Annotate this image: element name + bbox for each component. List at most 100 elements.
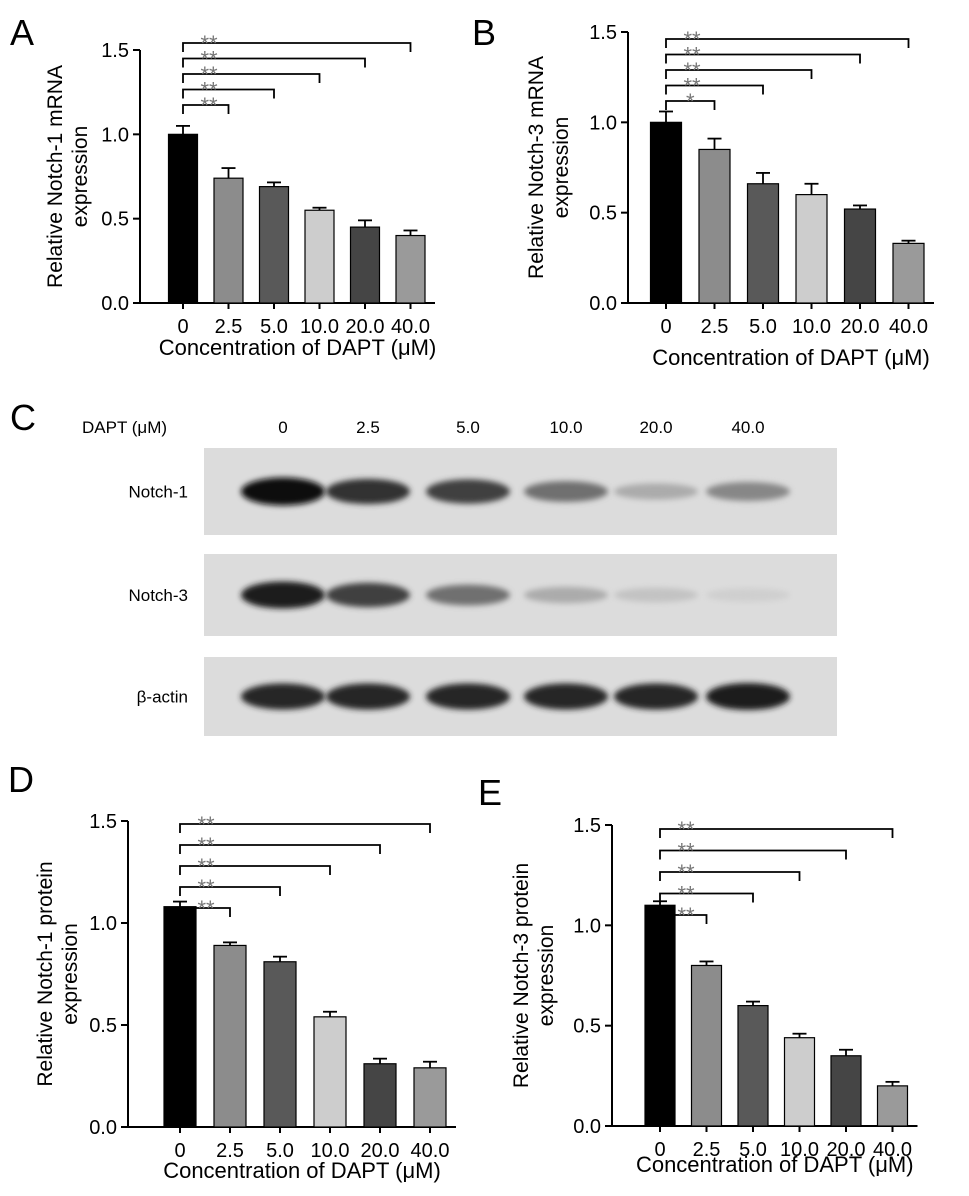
x-axis-label: Concentration of DAPT (μM) (163, 1158, 441, 1183)
x-axis-label: Concentration of DAPT (μM) (636, 1152, 914, 1177)
bar (737, 1004, 769, 1127)
blot-band (614, 683, 698, 710)
blot-band (524, 683, 608, 710)
y-tick-label: 0.0 (101, 293, 129, 315)
x-tick-label: 5.0 (749, 316, 777, 338)
significance-bracket (182, 88, 275, 99)
x-tick-label: 10.0 (300, 316, 339, 338)
significance-label: ** (683, 58, 701, 83)
y-tick-label: 1.5 (89, 811, 117, 833)
significance-label: ** (683, 43, 701, 68)
significance-bracket (665, 100, 716, 110)
y-tick-label: 0.5 (89, 1015, 117, 1037)
x-tick-label: 40.0 (889, 316, 928, 338)
x-tick-label: 2.5 (216, 1140, 244, 1162)
significance-bracket (179, 907, 231, 917)
y-tick-label: 1.5 (573, 815, 601, 837)
bar (258, 186, 290, 304)
bar (263, 961, 297, 1128)
significance-bracket (179, 886, 281, 896)
blot-header-label: DAPT (μM) (82, 418, 167, 437)
x-tick-label: 5.0 (260, 316, 288, 338)
bar (349, 226, 381, 304)
significance-label: ** (677, 817, 695, 842)
y-tick-label: 1.0 (89, 913, 117, 935)
bar (783, 1037, 816, 1127)
blot-row-label: Notch-3 (128, 586, 188, 605)
bar (649, 121, 683, 304)
bar (746, 183, 780, 304)
chart-panel-e: 0.00.51.01.50 2.5 5.0 10.0 20.0 40.0*********… (510, 815, 918, 1177)
panel-label-d: D (8, 759, 34, 800)
significance-label: ** (200, 93, 218, 118)
y-tick-label: 1.5 (101, 40, 129, 62)
x-tick-label: 40.0 (411, 1140, 450, 1162)
bar (892, 242, 925, 304)
x-tick-label: 2.5 (215, 316, 243, 338)
bar (843, 208, 877, 304)
x-tick-label: 2.5 (701, 316, 729, 338)
blot-band (241, 683, 325, 710)
x-tick-label: 0 (660, 316, 671, 338)
significance-label: ** (677, 839, 695, 864)
y-tick-label: 0.0 (89, 1117, 117, 1139)
bar (167, 133, 199, 304)
blot-band (426, 683, 510, 710)
bar (213, 177, 244, 304)
blot-band (241, 477, 325, 506)
significance-label: ** (197, 896, 215, 921)
blot-lane-label: 0 (278, 418, 287, 437)
western-blot-panel: DAPT (μM) 0 2.5 5.0 10.0 20.0 40.0 Notch-1 Not… (82, 418, 837, 736)
bar (795, 194, 828, 304)
significance-label: ** (683, 27, 701, 52)
bar (313, 1016, 347, 1128)
significance-label: ** (683, 74, 701, 99)
y-axis-label: Relative Notch-3 mRNAexpression (525, 56, 573, 279)
significance-label: ** (197, 812, 215, 837)
significance-label: * (686, 89, 695, 114)
significance-bracket (179, 865, 331, 875)
blot-band (706, 682, 790, 711)
bar (413, 1067, 447, 1128)
panel-label-e: E (478, 772, 502, 813)
panel-label-c: C (10, 397, 36, 438)
blot-band (326, 478, 410, 505)
significance-label: ** (200, 31, 218, 56)
blot-band (614, 483, 698, 500)
blot-band (326, 582, 410, 608)
blot-lane-label: 40.0 (731, 418, 764, 437)
x-axis-label: Concentration of DAPT (μM) (652, 345, 930, 370)
significance-label: ** (200, 47, 218, 72)
blot-band (706, 588, 790, 602)
significance-bracket (659, 828, 894, 838)
x-tick-label: 10.0 (311, 1140, 350, 1162)
chart-panel-a: 0.00.51.01.50 2.5 5.0 10.0 20.0 40.0*********… (44, 31, 436, 360)
significance-bracket (182, 42, 412, 52)
blot-lane-label: 20.0 (639, 418, 672, 437)
significance-label: ** (677, 860, 695, 885)
y-tick-label: 1.0 (101, 124, 129, 146)
blot-band (326, 683, 410, 710)
significance-bracket (659, 849, 847, 860)
significance-label: ** (200, 78, 218, 103)
blot-band (614, 587, 698, 603)
x-tick-label: 20.0 (361, 1140, 400, 1162)
bar (690, 964, 723, 1127)
significance-bracket (182, 104, 230, 114)
bar (876, 1085, 909, 1127)
x-tick-label: 5.0 (266, 1140, 294, 1162)
blot-lane-label: 10.0 (549, 418, 582, 437)
x-tick-label: 5.0 (739, 1139, 767, 1161)
x-tick-label: 2.5 (693, 1139, 721, 1161)
blot-band (426, 479, 510, 504)
x-tick-label: 40.0 (873, 1139, 912, 1161)
x-tick-label: 20.0 (827, 1139, 866, 1161)
significance-label: ** (197, 854, 215, 879)
x-tick-label: 10.0 (780, 1139, 819, 1161)
chart-panel-d: 0.00.51.01.50 2.5 5.0 10.0 20.0 40.0*********… (34, 811, 456, 1183)
x-tick-label: 20.0 (841, 316, 880, 338)
y-tick-label: 0.0 (573, 1116, 601, 1138)
significance-bracket (665, 69, 813, 79)
significance-label: ** (677, 882, 695, 907)
significance-label: ** (197, 833, 215, 858)
